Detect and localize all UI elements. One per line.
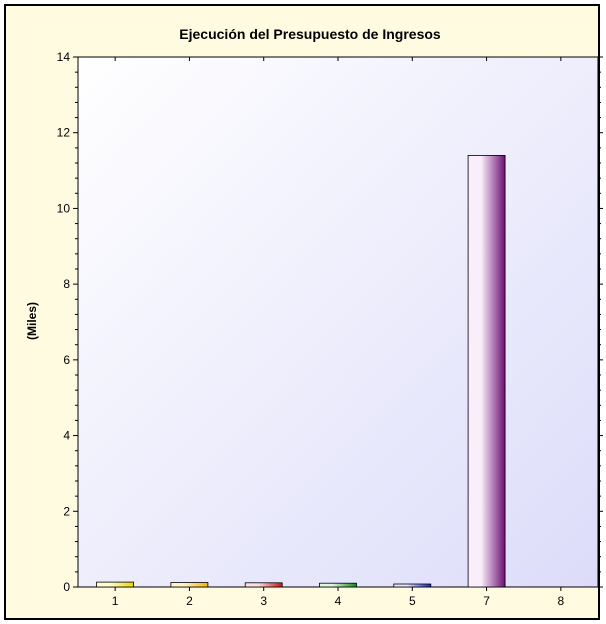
bar-5 xyxy=(393,583,432,588)
x-tick-label: 3 xyxy=(260,594,267,608)
bar-4 xyxy=(319,582,357,588)
x-tick-label: 2 xyxy=(186,594,193,608)
x-tick-label: 5 xyxy=(409,594,416,608)
bar-3 xyxy=(244,582,283,588)
y-tick-label: 0 xyxy=(63,580,70,594)
y-tick-label: 2 xyxy=(63,504,70,518)
y-tick-label: 6 xyxy=(63,353,70,367)
y-tick-label: 12 xyxy=(57,126,71,140)
y-tick-label: 8 xyxy=(63,277,70,291)
bar-7 xyxy=(467,154,506,588)
x-tick-label: 8 xyxy=(558,594,565,608)
bar-1 xyxy=(96,581,134,588)
y-tick-label: 14 xyxy=(57,50,71,64)
y-tick-label: 10 xyxy=(57,201,71,215)
y-tick-label: 4 xyxy=(63,429,70,443)
chart-title: Ejecución del Presupuesto de Ingresos xyxy=(179,26,441,42)
y-axis-label: (Miles) xyxy=(25,302,39,340)
x-tick-label: 4 xyxy=(335,594,342,608)
x-tick-label: 7 xyxy=(483,594,490,608)
x-tick-label: 1 xyxy=(112,594,119,608)
bar-2 xyxy=(170,582,209,588)
plot-area xyxy=(77,56,599,588)
